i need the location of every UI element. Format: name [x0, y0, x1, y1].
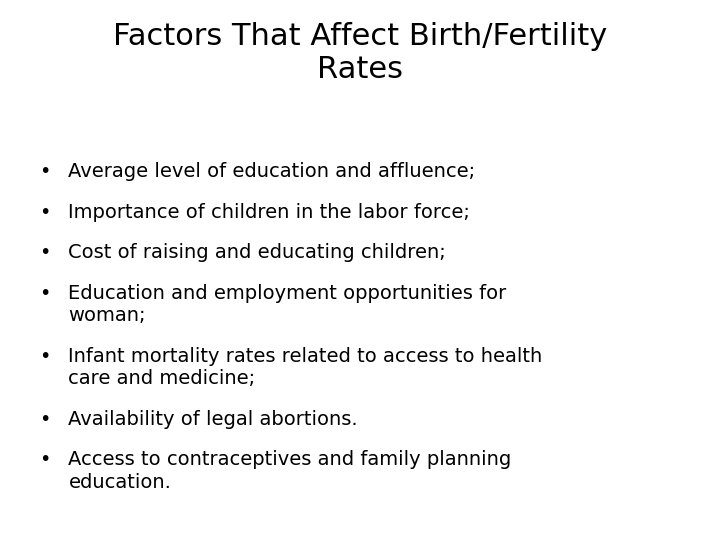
Text: •: • [40, 284, 51, 302]
Text: Average level of education and affluence;: Average level of education and affluence… [68, 162, 475, 181]
Text: care and medicine;: care and medicine; [68, 369, 256, 388]
Text: •: • [40, 162, 51, 181]
Text: woman;: woman; [68, 306, 146, 325]
Text: education.: education. [68, 473, 171, 492]
Text: Access to contraceptives and family planning: Access to contraceptives and family plan… [68, 450, 512, 469]
Text: Education and employment opportunities for: Education and employment opportunities f… [68, 284, 507, 302]
Text: Cost of raising and educating children;: Cost of raising and educating children; [68, 243, 446, 262]
Text: •: • [40, 243, 51, 262]
Text: •: • [40, 450, 51, 469]
Text: •: • [40, 410, 51, 429]
Text: •: • [40, 202, 51, 221]
Text: Availability of legal abortions.: Availability of legal abortions. [68, 410, 358, 429]
Text: Factors That Affect Birth/Fertility
Rates: Factors That Affect Birth/Fertility Rate… [113, 22, 607, 84]
Text: Importance of children in the labor force;: Importance of children in the labor forc… [68, 202, 470, 221]
Text: •: • [40, 347, 51, 366]
Text: Infant mortality rates related to access to health: Infant mortality rates related to access… [68, 347, 543, 366]
